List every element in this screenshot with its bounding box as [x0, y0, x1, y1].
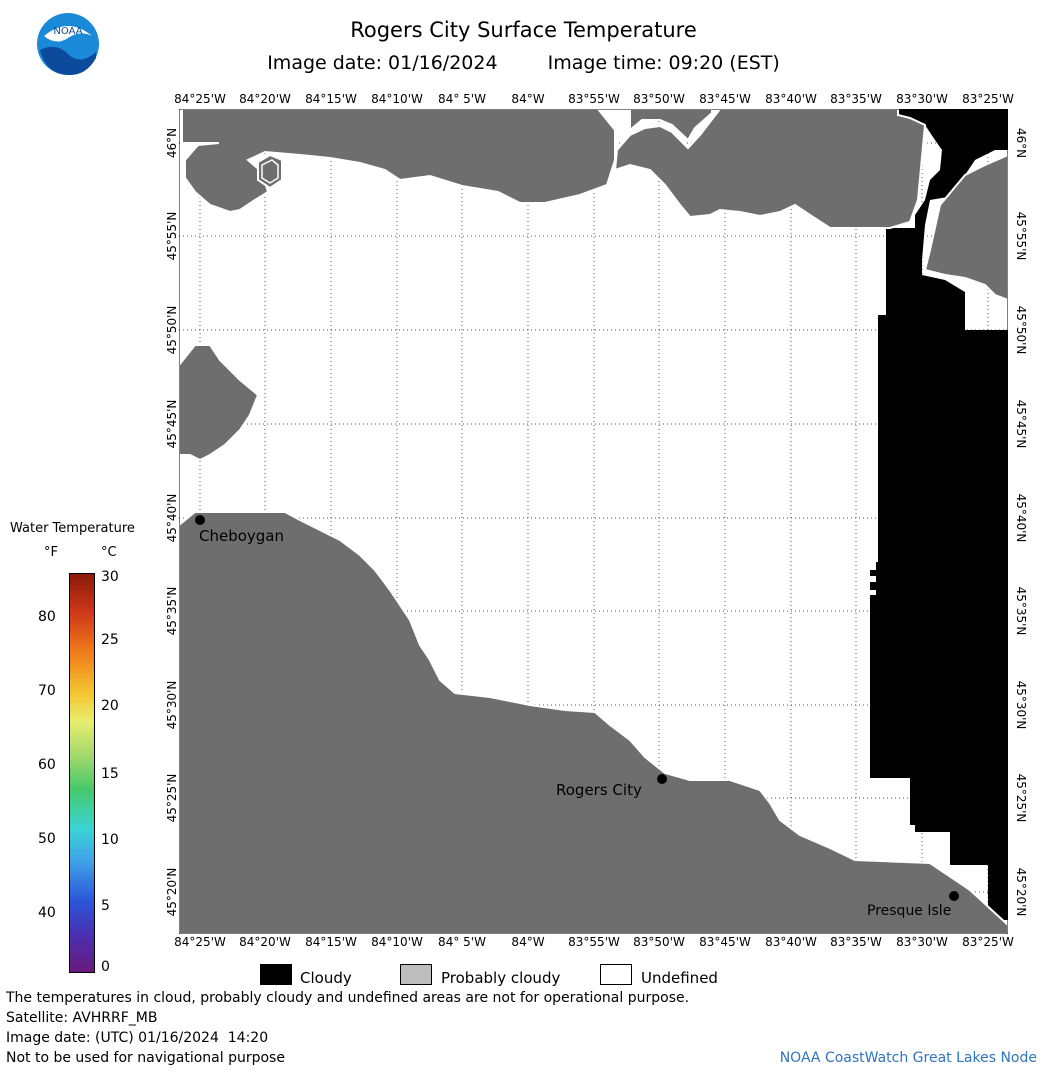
- colorbar-c-tick: 15: [101, 766, 119, 782]
- lon-label: 84°10'W: [371, 935, 423, 949]
- colorbar: [69, 573, 95, 973]
- lon-label: 83°50'W: [633, 92, 685, 106]
- lat-label: 46°N: [1014, 127, 1028, 159]
- lat-label: 45°45'N: [165, 399, 179, 449]
- lon-label: 84°W: [511, 935, 545, 949]
- lat-label: 45°50'N: [165, 305, 179, 355]
- colorbar-f-tick: 40: [38, 905, 56, 921]
- svg-text:NOAA: NOAA: [53, 26, 82, 37]
- lon-label: 84° 5'W: [438, 935, 486, 949]
- legend-swatch-cloudy: [260, 964, 292, 985]
- lon-label: 83°40'W: [765, 935, 817, 949]
- image-time: Image time: 09:20 (EST): [547, 52, 780, 74]
- colorbar-f-tick: 70: [38, 683, 56, 699]
- footer-disclaimer: The temperatures in cloud, probably clou…: [6, 990, 690, 1006]
- lower-peninsula: [179, 511, 1008, 934]
- lon-label: 83°50'W: [633, 935, 685, 949]
- colorbar-title: Water Temperature: [10, 521, 135, 536]
- city-marker-cheboygan: [195, 515, 205, 525]
- map-subtitle: Image date: 01/16/2024 Image time: 09:20…: [0, 52, 1047, 74]
- lon-label: 84°20'W: [239, 92, 291, 106]
- colorbar-c-tick: 10: [101, 832, 119, 848]
- footer-satellite: Satellite: AVHRRF_MB: [6, 1010, 158, 1026]
- colorbar-f-tick: 60: [38, 757, 56, 773]
- lon-label: 83°25'W: [962, 92, 1014, 106]
- lon-label: 84°W: [511, 92, 545, 106]
- lon-label: 83°35'W: [830, 92, 882, 106]
- lat-label: 45°20'N: [165, 867, 179, 917]
- land-areas: [179, 109, 1008, 462]
- lat-label: 45°25'N: [165, 773, 179, 823]
- colorbar-f-tick: 80: [38, 609, 56, 625]
- lat-label: 45°45'N: [1014, 399, 1028, 449]
- lon-label: 84°20'W: [239, 935, 291, 949]
- lon-label: 83°45'W: [699, 92, 751, 106]
- city-marker-rogers-city: [657, 774, 667, 784]
- lat-label: 45°55'N: [1014, 211, 1028, 261]
- lon-label: 84°10'W: [371, 92, 423, 106]
- map-title: Rogers City Surface Temperature: [350, 18, 697, 42]
- lon-label: 84°25'W: [174, 92, 226, 106]
- lat-label: 45°55'N: [165, 211, 179, 261]
- legend-swatch-probably-cloudy: [400, 964, 432, 985]
- colorbar-c-tick: 0: [101, 959, 110, 975]
- footer-credit: NOAA CoastWatch Great Lakes Node: [779, 1050, 1037, 1066]
- colorbar-c-tick: 5: [101, 898, 110, 914]
- lat-label: 45°20'N: [1014, 867, 1028, 917]
- city-label-rogers-city: Rogers City: [556, 781, 642, 799]
- city-label-presque-isle: Presque Isle: [867, 903, 952, 919]
- colorbar-c-tick: 30: [101, 569, 119, 585]
- legend-label-cloudy: Cloudy: [300, 969, 352, 987]
- city-label-cheboygan: Cheboygan: [199, 527, 285, 545]
- colorbar-unit-f: °F: [44, 545, 58, 560]
- lon-label: 83°30'W: [896, 92, 948, 106]
- lat-label: 45°50'N: [1014, 305, 1028, 355]
- lon-label: 83°35'W: [830, 935, 882, 949]
- lon-label: 84°25'W: [174, 935, 226, 949]
- footer-utc-date: Image date: (UTC) 01/16/2024 14:20: [6, 1030, 269, 1046]
- lat-label: 45°25'N: [1014, 773, 1028, 823]
- noaa-logo: NOAA: [37, 13, 99, 76]
- legend-label-undefined: Undefined: [641, 969, 718, 987]
- lat-label: 46°N: [165, 127, 179, 159]
- lat-label: 45°40'N: [1014, 493, 1028, 543]
- lon-label: 83°55'W: [568, 92, 620, 106]
- colorbar-c-tick: 25: [101, 632, 119, 648]
- image-date: Image date: 01/16/2024: [267, 52, 498, 74]
- colorbar-f-tick: 50: [38, 831, 56, 847]
- lon-label: 83°55'W: [568, 935, 620, 949]
- lon-label: 84° 5'W: [438, 92, 486, 106]
- footer-nav-warning: Not to be used for navigational purpose: [6, 1050, 285, 1066]
- lon-label: 84°15'W: [305, 935, 357, 949]
- cloudy-area: [870, 109, 1008, 920]
- island-cutout: [261, 159, 279, 184]
- map-panel: [179, 109, 1008, 934]
- lon-label: 83°45'W: [699, 935, 751, 949]
- lon-label: 84°15'W: [305, 92, 357, 106]
- lat-label: 45°30'N: [165, 680, 179, 730]
- lon-label: 83°25'W: [962, 935, 1014, 949]
- colorbar-unit-c: °C: [101, 545, 117, 560]
- legend-label-probably-cloudy: Probably cloudy: [441, 969, 561, 987]
- colorbar-c-tick: 20: [101, 698, 119, 714]
- lat-label: 45°35'N: [165, 586, 179, 636]
- legend-swatch-undefined: [600, 964, 632, 985]
- lat-label: 45°40'N: [165, 493, 179, 543]
- lat-label: 45°35'N: [1014, 586, 1028, 636]
- lat-label: 45°30'N: [1014, 680, 1028, 730]
- lon-label: 83°30'W: [896, 935, 948, 949]
- lon-label: 83°40'W: [765, 92, 817, 106]
- city-marker-presque-isle: [949, 891, 959, 901]
